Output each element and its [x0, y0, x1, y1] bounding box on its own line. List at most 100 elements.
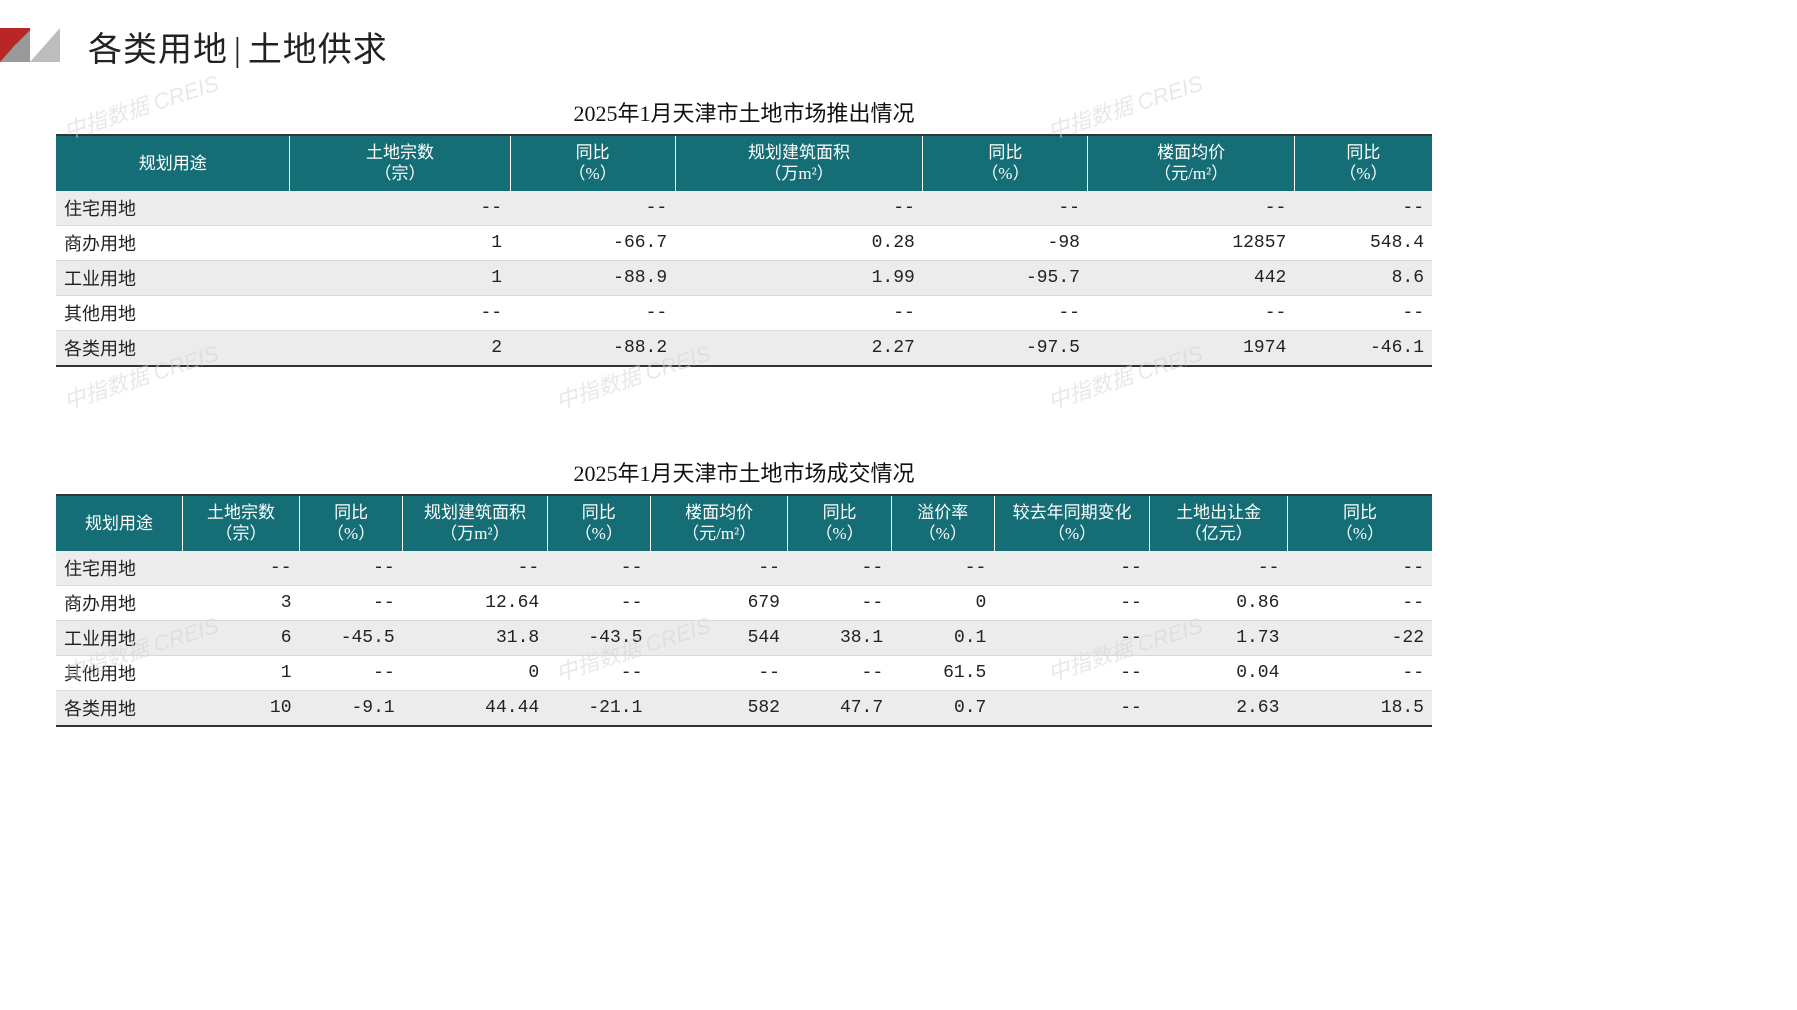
column-header: 较去年同期变化（%） [994, 495, 1149, 551]
row-label: 工业用地 [56, 260, 290, 295]
table2-body: 住宅用地--------------------商办用地3--12.64--67… [56, 551, 1432, 726]
column-header: 同比（%） [1287, 495, 1432, 551]
cell-value: -- [300, 551, 403, 586]
column-header: 同比（%） [788, 495, 891, 551]
row-label: 各类用地 [56, 690, 183, 726]
cell-value: -- [994, 690, 1149, 726]
column-header: 同比（%） [510, 135, 675, 191]
table2-section: 2025年1月天津市土地市场成交情况 规划用途土地宗数（宗）同比（%）规划建筑面… [56, 456, 1432, 727]
cell-value: 679 [650, 585, 788, 620]
title-separator: | [234, 32, 242, 69]
cell-value: 1 [183, 655, 300, 690]
table-row: 其他用地------------ [56, 295, 1432, 330]
column-header: 规划建筑面积（万m²） [675, 135, 923, 191]
cell-value: -97.5 [923, 330, 1088, 366]
column-header: 同比（%） [1294, 135, 1432, 191]
cell-value: 0 [891, 585, 994, 620]
table-row: 商办用地1-66.70.28-9812857548.4 [56, 225, 1432, 260]
cell-value: 2.63 [1150, 690, 1288, 726]
cell-value: -- [675, 191, 923, 226]
cell-value: 61.5 [891, 655, 994, 690]
cell-value: -- [650, 551, 788, 586]
row-label: 其他用地 [56, 655, 183, 690]
column-header: 同比（%） [547, 495, 650, 551]
column-header: 规划用途 [56, 135, 290, 191]
logo-triangle-gray-icon [30, 28, 60, 62]
cell-value: 12857 [1088, 225, 1294, 260]
column-header: 土地宗数（宗） [290, 135, 510, 191]
table-row: 各类用地2-88.22.27-97.51974-46.1 [56, 330, 1432, 366]
column-header: 土地出让金（亿元） [1150, 495, 1288, 551]
cell-value: 1.73 [1150, 620, 1288, 655]
cell-value: 8.6 [1294, 260, 1432, 295]
table1: 规划用途土地宗数（宗）同比（%）规划建筑面积（万m²）同比（%）楼面均价（元/m… [56, 134, 1432, 367]
cell-value: -- [1150, 551, 1288, 586]
column-header: 规划建筑面积（万m²） [403, 495, 547, 551]
logo-triangle-red-icon [0, 28, 30, 62]
cell-value: 38.1 [788, 620, 891, 655]
cell-value: 582 [650, 690, 788, 726]
column-header: 同比（%） [300, 495, 403, 551]
cell-value: -- [923, 191, 1088, 226]
cell-value: -98 [923, 225, 1088, 260]
cell-value: -88.2 [510, 330, 675, 366]
cell-value: 0.28 [675, 225, 923, 260]
row-label: 住宅用地 [56, 191, 290, 226]
page-title: 各类用地|土地供求 [88, 22, 388, 71]
cell-value: -43.5 [547, 620, 650, 655]
cell-value: -- [290, 191, 510, 226]
cell-value: -- [547, 585, 650, 620]
cell-value: -22 [1287, 620, 1432, 655]
cell-value: 442 [1088, 260, 1294, 295]
table1-section: 2025年1月天津市土地市场推出情况 规划用途土地宗数（宗）同比（%）规划建筑面… [56, 96, 1432, 367]
table2-head: 规划用途土地宗数（宗）同比（%）规划建筑面积（万m²）同比（%）楼面均价（元/m… [56, 495, 1432, 551]
cell-value: -- [994, 655, 1149, 690]
table1-head: 规划用途土地宗数（宗）同比（%）规划建筑面积（万m²）同比（%）楼面均价（元/m… [56, 135, 1432, 191]
cell-value: 1.99 [675, 260, 923, 295]
row-label: 工业用地 [56, 620, 183, 655]
cell-value: 0.7 [891, 690, 994, 726]
title-left: 各类用地 [88, 32, 228, 69]
cell-value: 12.64 [403, 585, 547, 620]
row-label: 商办用地 [56, 585, 183, 620]
cell-value: 1 [290, 225, 510, 260]
cell-value: -- [1088, 191, 1294, 226]
cell-value: 0.86 [1150, 585, 1288, 620]
cell-value: -66.7 [510, 225, 675, 260]
title-right: 土地供求 [248, 32, 388, 69]
column-header: 同比（%） [923, 135, 1088, 191]
cell-value: -- [1088, 295, 1294, 330]
table1-title: 2025年1月天津市土地市场推出情况 [56, 96, 1432, 128]
cell-value: -- [547, 655, 650, 690]
row-label: 住宅用地 [56, 551, 183, 586]
cell-value: -88.9 [510, 260, 675, 295]
cell-value: -- [788, 551, 891, 586]
cell-value: 548.4 [1294, 225, 1432, 260]
cell-value: -- [994, 620, 1149, 655]
cell-value: -- [183, 551, 300, 586]
row-label: 其他用地 [56, 295, 290, 330]
cell-value: -- [290, 295, 510, 330]
cell-value: -- [788, 585, 891, 620]
cell-value: -- [923, 295, 1088, 330]
cell-value: 2.27 [675, 330, 923, 366]
cell-value: 1974 [1088, 330, 1294, 366]
cell-value: -95.7 [923, 260, 1088, 295]
table-row: 工业用地6-45.531.8-43.554438.10.1--1.73-22 [56, 620, 1432, 655]
cell-value: -- [788, 655, 891, 690]
cell-value: -- [994, 551, 1149, 586]
cell-value: 44.44 [403, 690, 547, 726]
cell-value: -- [547, 551, 650, 586]
cell-value: -46.1 [1294, 330, 1432, 366]
cell-value: 0.04 [1150, 655, 1288, 690]
cell-value: 0.1 [891, 620, 994, 655]
cell-value: -- [1287, 655, 1432, 690]
cell-value: -- [403, 551, 547, 586]
table1-body: 住宅用地------------商办用地1-66.70.28-981285754… [56, 191, 1432, 366]
column-header: 楼面均价（元/m²） [650, 495, 788, 551]
cell-value: -- [510, 295, 675, 330]
table-row: 各类用地10-9.144.44-21.158247.70.7--2.6318.5 [56, 690, 1432, 726]
column-header: 土地宗数（宗） [183, 495, 300, 551]
cell-value: -21.1 [547, 690, 650, 726]
header-logo [0, 28, 30, 62]
